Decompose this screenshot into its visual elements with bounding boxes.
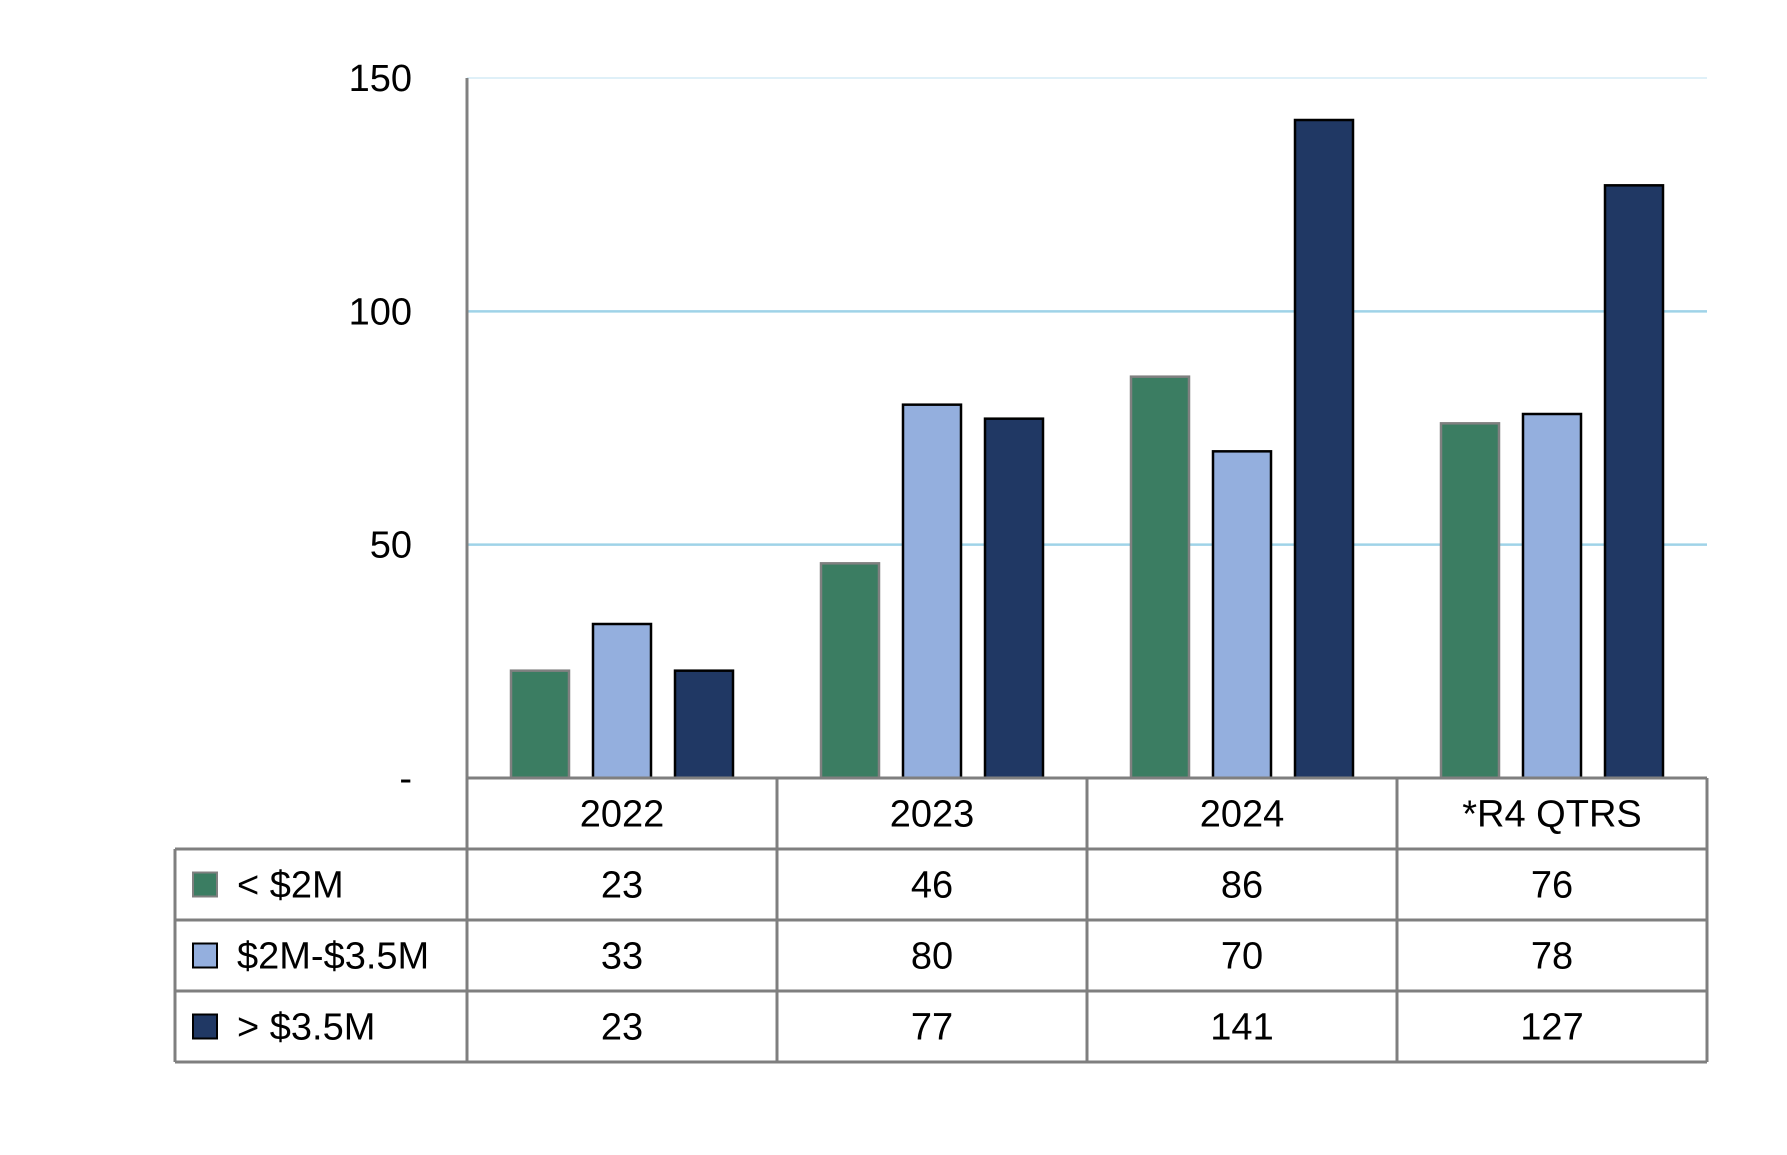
table-cell-value: 86 <box>1221 865 1263 907</box>
legend-key-mid <box>192 942 218 969</box>
table-cell-value: 80 <box>911 936 953 978</box>
table-cell-value: 33 <box>601 936 643 978</box>
table-cell-value: 23 <box>601 865 643 907</box>
table-cell-value: 23 <box>601 1007 643 1049</box>
legend-key-large <box>192 1013 218 1040</box>
bar-small-3 <box>1439 422 1501 780</box>
category-label: *R4 QTRS <box>1462 794 1641 836</box>
data-table: 2022 2023 2024 *R4 QTRS < $2M 23 46 86 76 $2M-$3.… <box>173 776 1709 1064</box>
table-cell-value: 78 <box>1531 936 1573 978</box>
bar-large-2 <box>1293 118 1355 780</box>
table-cell-value: 127 <box>1520 1007 1583 1049</box>
y-axis-tick-labels: - 50 100 150 <box>349 58 412 800</box>
y-tick-label: 50 <box>370 525 412 567</box>
bar-large-3 <box>1603 184 1665 780</box>
bar-small-1 <box>819 562 881 780</box>
category-label: 2022 <box>580 794 665 836</box>
table-cell-value: 77 <box>911 1007 953 1049</box>
series-name: > $3.5M <box>237 1007 375 1049</box>
bar-large-1 <box>983 417 1045 780</box>
bar-mid-1 <box>901 403 963 780</box>
table-cell-value: 141 <box>1210 1007 1273 1049</box>
series-name: < $2M <box>237 865 344 907</box>
y-tick-label: 150 <box>349 58 412 100</box>
table-cell-value: 46 <box>911 865 953 907</box>
bar-small-2 <box>1129 375 1191 780</box>
gridlines <box>467 77 1707 546</box>
legend-key-small <box>192 871 218 898</box>
bar-small-0 <box>509 669 571 780</box>
table-cell-value: 76 <box>1531 865 1573 907</box>
y-tick-label: - <box>399 758 412 800</box>
category-label: 2024 <box>1200 794 1285 836</box>
bars <box>509 118 1665 780</box>
category-label: 2023 <box>890 794 975 836</box>
bar-large-0 <box>673 669 735 780</box>
bar-mid-0 <box>591 622 653 780</box>
bar-mid-2 <box>1211 450 1273 780</box>
y-tick-label: 100 <box>349 291 412 333</box>
table-cell-value: 70 <box>1221 936 1263 978</box>
bar-mid-3 <box>1521 412 1583 780</box>
series-name: $2M-$3.5M <box>237 936 429 978</box>
